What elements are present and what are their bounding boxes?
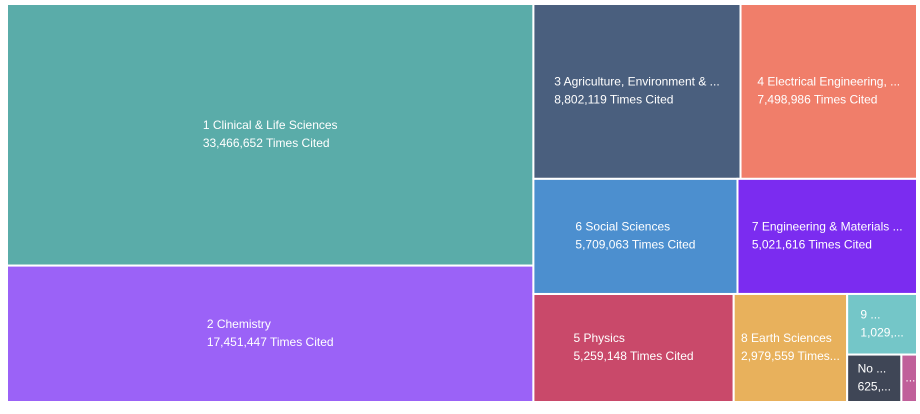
tile-value-label: 5,709,063 Times Cited: [575, 238, 695, 252]
tile-value-label: 7,498,986 Times Cited: [757, 93, 877, 107]
tile-value-label: 17,451,447 Times Cited: [207, 335, 334, 349]
tile-label: No ...: [858, 361, 887, 375]
tile-value-label: 8,802,119 Times Cited: [554, 93, 673, 107]
tile-label: 6 Social Sciences: [575, 220, 670, 234]
tile: [732, 292, 849, 404]
tile: [532, 177, 739, 295]
tile-label: 9 ...: [860, 307, 880, 321]
tile-label: 5 Physics: [574, 331, 625, 345]
tile-label: 1 Clinical & Life Sciences: [203, 118, 338, 132]
tile-value-label: 2,979,559 Times...: [741, 349, 840, 363]
tile: [846, 353, 903, 403]
tile-value-label: 33,466,652 Times Cited: [203, 136, 330, 150]
tile: [6, 264, 535, 403]
tile: [6, 3, 535, 267]
tile-label: 2 Chemistry: [207, 317, 271, 331]
tile-value-label: 625,...: [858, 379, 891, 393]
tile-label: 7 Engineering & Materials ...: [752, 220, 903, 234]
tile: [846, 292, 919, 356]
tile: [900, 353, 919, 403]
tile-label: ...: [905, 370, 915, 384]
tile: [532, 3, 742, 180]
tile: [739, 3, 918, 180]
tile: [532, 292, 735, 404]
tile-label: 4 Electrical Engineering, ...: [757, 75, 900, 89]
tile-value-label: 5,259,148 Times Cited: [574, 349, 694, 363]
tile-label: 3 Agriculture, Environment & ...: [554, 75, 719, 89]
tile-value-label: 5,021,616 Times Cited: [752, 238, 872, 252]
tile: [736, 177, 919, 295]
tile-value-label: 1,029,...: [860, 325, 903, 339]
tile-label: 8 Earth Sciences: [741, 331, 832, 345]
